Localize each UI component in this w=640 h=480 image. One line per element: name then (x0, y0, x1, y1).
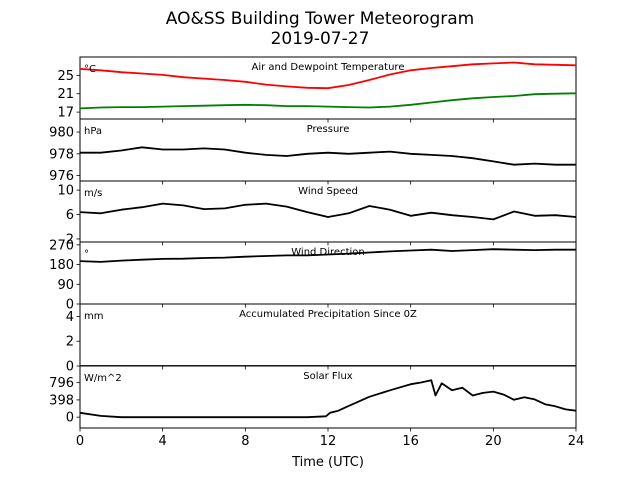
x-tick-label: 0 (76, 434, 84, 449)
panel-unit: ° (84, 249, 89, 260)
y-tick-label: 270 (49, 238, 74, 253)
y-tick-label: 0 (66, 360, 74, 375)
panel-unit: W/m^2 (84, 373, 122, 384)
series-line (80, 92, 576, 110)
y-tick-label: 21 (57, 87, 74, 102)
y-tick-label: 978 (49, 147, 74, 162)
y-tick-label: 180 (49, 258, 74, 273)
series-line (80, 379, 576, 419)
y-tick-label: 980 (49, 126, 74, 141)
y-tick-label: 2 (66, 335, 74, 350)
panel-title: Solar Flux (303, 371, 353, 382)
y-tick-label: 10 (57, 184, 74, 199)
x-tick-label: 16 (402, 434, 419, 449)
y-tick-label: 0 (66, 298, 74, 313)
x-axis-label: Time (UTC) (291, 455, 364, 470)
series-line (80, 146, 576, 166)
panel-unit: °C (84, 64, 96, 75)
y-tick-label: 0 (66, 411, 74, 426)
panel-title: Wind Speed (298, 186, 358, 197)
panel-unit: hPa (84, 126, 102, 137)
series-line (80, 61, 576, 90)
x-tick-label: 24 (568, 434, 585, 449)
y-tick-label: 4 (66, 310, 74, 325)
y-tick-label: 796 (49, 376, 74, 391)
chart-title: AO&SS Building Tower Meteorogram (166, 9, 474, 29)
chart-subtitle: 2019-07-27 (271, 29, 370, 49)
x-tick-label: 12 (320, 434, 337, 449)
x-tick-label: 4 (159, 434, 167, 449)
x-tick-label: 20 (485, 434, 502, 449)
y-tick-label: 2 (66, 232, 74, 247)
panel-unit: m/s (84, 188, 102, 199)
y-tick-label: 6 (66, 208, 74, 223)
x-tick-label: 8 (241, 434, 249, 449)
y-tick-label: 90 (57, 278, 74, 293)
series-line (80, 202, 576, 221)
panel-title: Pressure (307, 124, 350, 135)
y-tick-label: 976 (49, 169, 74, 184)
series-line (80, 248, 576, 263)
panel-title: Air and Dewpoint Temperature (252, 62, 405, 73)
panel-title: Accumulated Precipitation Since 0Z (239, 309, 417, 320)
y-tick-label: 25 (57, 69, 74, 84)
panel-unit: mm (84, 311, 103, 322)
panel-title: Wind Direction (291, 247, 365, 258)
y-tick-label: 398 (49, 393, 74, 408)
y-tick-label: 17 (57, 106, 74, 121)
chart-panels: 17 21 25 °C Air and Dewpoint Temperature 976 9… (49, 56, 585, 449)
